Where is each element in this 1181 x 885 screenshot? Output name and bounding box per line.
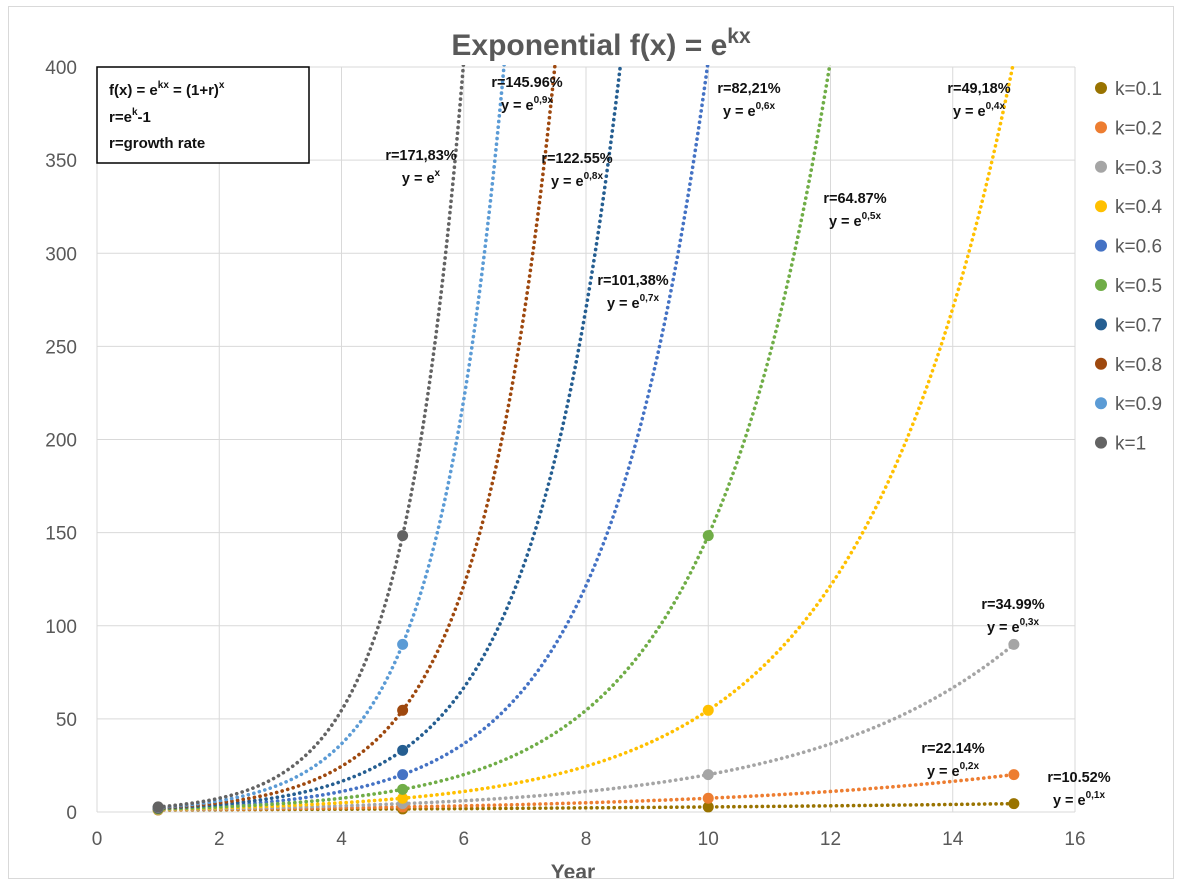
x-tick-label: 2 <box>214 829 225 850</box>
data-point-k=0.5 <box>397 783 409 795</box>
legend-marker-k=0.7 <box>1095 318 1107 331</box>
data-point-k=0.4 <box>397 792 409 804</box>
equation-label: y = e0,6x <box>723 101 776 120</box>
series-line-k=0.9 <box>156 65 506 810</box>
legend-marker-k=0.3 <box>1095 160 1107 173</box>
rate-label: r=10.52% <box>1047 770 1110 786</box>
x-tick-label: 12 <box>820 829 841 850</box>
series-line-k=1 <box>156 65 466 809</box>
x-tick-label: 14 <box>942 829 964 850</box>
data-point-k=1 <box>397 530 409 542</box>
equation-label: y = e0,4x <box>953 101 1006 120</box>
rate-label: r=171,83% <box>385 148 456 164</box>
legend-marker-k=0.1 <box>1095 82 1107 94</box>
series-line-k=0.3 <box>156 642 1016 812</box>
rate-label: r=145.96% <box>491 75 562 91</box>
series-lines <box>156 65 1016 812</box>
rate-label: r=64.87% <box>823 191 886 207</box>
legend: k=0.1 k=0.2 k=0.3 k=0.4 k=0.6 k=0.5 k=0.7 k=0.8… <box>1095 79 1162 455</box>
data-point-k=0.3 <box>1008 638 1020 650</box>
y-tick-label: 0 <box>66 803 77 824</box>
legend-marker-k=0.8 <box>1095 357 1107 370</box>
equation-label: y = e0,2x <box>927 761 980 780</box>
formula-line-2: r=ek-1 <box>109 107 151 126</box>
data-point-k=0.9 <box>397 638 409 650</box>
data-point-k=0.1 <box>1008 798 1020 810</box>
x-tick-label: 16 <box>1064 829 1085 850</box>
legend-marker-k=0.4 <box>1095 200 1107 213</box>
legend-marker-k=0.6 <box>1095 239 1107 252</box>
equation-label: y = e0,1x <box>1053 790 1106 809</box>
chart-title: Exponential f(x) = ekx <box>451 25 751 62</box>
legend-label-k=0.4: k=0.4 <box>1115 197 1162 218</box>
y-tick-label: 150 <box>45 524 77 545</box>
rate-label: r=82,21% <box>717 81 780 97</box>
y-tick-label: 250 <box>45 337 77 358</box>
formula-line-1: f(x) = ekx = (1+r)x <box>109 80 225 99</box>
series-markers <box>152 530 1020 816</box>
data-point-k=0.3 <box>702 769 714 781</box>
legend-marker-k=0.9 <box>1095 397 1107 410</box>
legend-label-k=0.5: k=0.5 <box>1115 276 1162 297</box>
data-point-k=0.2 <box>702 792 714 804</box>
axes: 0 50 100 150 200 250 300 350 400 0 2 4 6 8 10 12 14 16 <box>45 58 1085 850</box>
equation-label: y = e0,8x <box>551 171 604 190</box>
data-point-k=0.6 <box>397 769 409 781</box>
x-tick-label: 10 <box>698 829 719 850</box>
equation-label: y = e0,3x <box>987 617 1040 636</box>
x-tick-label: 4 <box>336 829 347 850</box>
formula-box: f(x) = ekx = (1+r)x r=ek-1 r=growth rate <box>96 66 310 164</box>
y-tick-label: 400 <box>45 58 77 79</box>
x-tick-label: 0 <box>92 829 103 850</box>
data-point-k=0.1 <box>702 801 714 813</box>
y-tick-label: 100 <box>45 617 77 638</box>
formula-box-border <box>96 66 310 164</box>
rate-label: r=49,18% <box>947 81 1010 97</box>
legend-label-k=0.1: k=0.1 <box>1115 79 1162 100</box>
legend-label-k=0.6: k=0.6 <box>1115 237 1162 258</box>
y-tick-label: 200 <box>45 431 77 452</box>
x-axis-label: Year <box>551 861 595 878</box>
y-tick-label: 50 <box>56 710 77 731</box>
legend-label-k=0.2: k=0.2 <box>1115 118 1162 139</box>
rate-label: r=101,38% <box>597 273 668 289</box>
series-line-k=0.6 <box>156 65 710 811</box>
x-tick-label: 8 <box>581 829 592 850</box>
equation-label: y = e0,5x <box>829 211 882 230</box>
rate-label: r=34.99% <box>981 597 1044 613</box>
legend-label-k=0.8: k=0.8 <box>1115 355 1162 376</box>
formula-line-3: r=growth rate <box>109 135 205 152</box>
annotations: r=171,83% y = ex r=145.96% y = e0,9x r=122.5… <box>385 75 1110 809</box>
data-point-k=0.7 <box>397 744 409 756</box>
data-point-k=0.2 <box>1008 769 1020 781</box>
y-tick-label: 350 <box>45 151 77 172</box>
legend-label-k=0.7: k=0.7 <box>1115 315 1162 336</box>
series-line-k=0.8 <box>156 65 557 810</box>
equation-label: y = e0,7x <box>607 293 660 312</box>
legend-marker-k=0.2 <box>1095 121 1107 134</box>
legend-label-k=0.9: k=0.9 <box>1115 394 1162 415</box>
legend-label-k=1: k=1 <box>1115 434 1146 455</box>
data-point-k=0.4 <box>702 704 714 716</box>
legend-marker-k=1 <box>1095 436 1107 449</box>
equation-label: y = ex <box>402 168 441 187</box>
series-line-k=0.4 <box>156 65 1015 812</box>
y-tick-label: 300 <box>45 244 77 265</box>
data-point-k=1 <box>152 801 164 813</box>
data-point-k=0.8 <box>397 704 409 716</box>
legend-marker-k=0.5 <box>1095 279 1107 291</box>
rate-label: r=22.14% <box>921 741 984 757</box>
exponential-chart: Exponential f(x) = ekx 05010015020025030… <box>45 25 1162 884</box>
rate-label: r=122.55% <box>541 151 612 167</box>
data-point-k=0.5 <box>702 530 714 542</box>
series-line-k=0.7 <box>156 65 623 811</box>
x-tick-label: 6 <box>458 829 469 850</box>
legend-label-k=0.3: k=0.3 <box>1115 158 1162 179</box>
series-line-k=0.5 <box>156 65 832 811</box>
equation-label: y = e0,9x <box>501 95 554 114</box>
chart-frame: Exponential f(x) = ekx 0 50 100 150 200 250 30… <box>8 6 1174 884</box>
